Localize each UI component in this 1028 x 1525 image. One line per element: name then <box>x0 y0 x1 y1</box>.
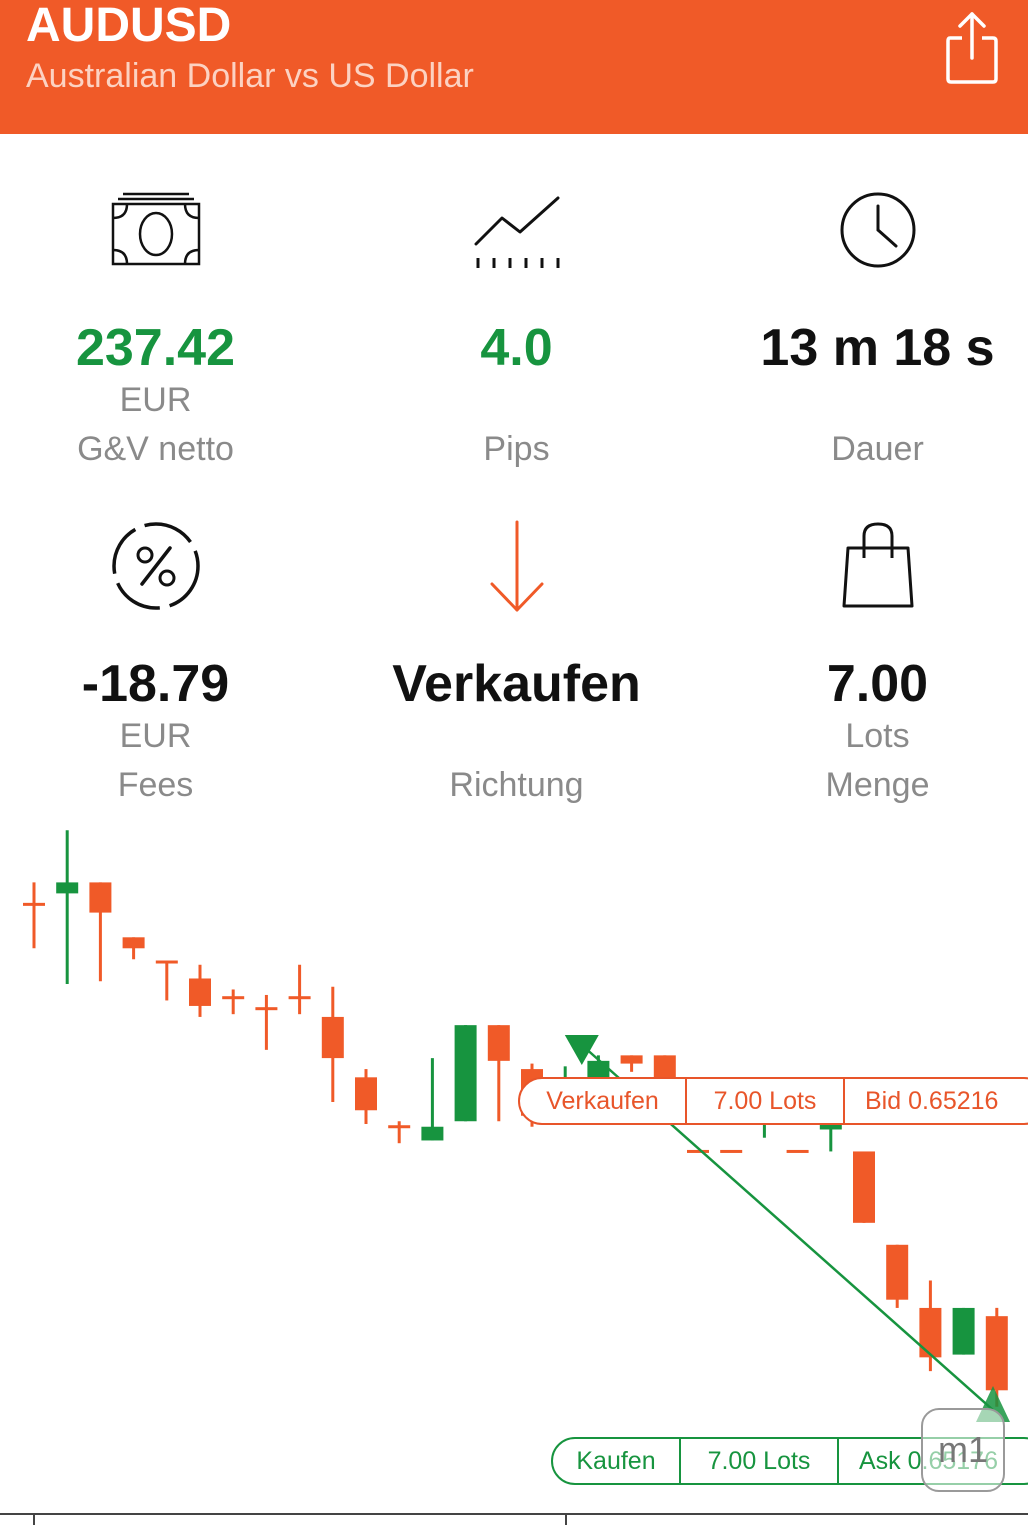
candle-body <box>222 996 245 1000</box>
candle-body <box>122 937 145 949</box>
candle-body <box>720 1149 743 1153</box>
stat-value: Verkaufen <box>392 655 641 713</box>
stat-value: 7.00 <box>826 655 929 713</box>
axis-tick <box>33 1513 35 1525</box>
stat-label: Menge <box>825 766 930 804</box>
candle-body <box>89 882 112 913</box>
stat-value: -18.79 <box>81 655 230 713</box>
candle-body <box>687 1149 709 1153</box>
candle-body <box>421 1126 444 1141</box>
candlestick-chart <box>23 830 1010 1422</box>
sell-order-tag: Verkaufen 7.00 Lots Bid 0.65216 <box>518 1077 1028 1125</box>
candle-body <box>853 1151 875 1223</box>
stat-label: Pips <box>483 430 550 468</box>
line-chart-icon <box>345 192 688 292</box>
instrument-symbol: AUDUSD <box>26 0 232 52</box>
share-icon <box>946 12 998 84</box>
candle-body <box>454 1025 477 1122</box>
candle-body <box>321 1016 344 1059</box>
order-size: 7.00 Lots <box>687 1079 845 1123</box>
app-header: AUDUSD Australian Dollar vs US Dollar <box>0 0 1028 134</box>
candle-body <box>985 1316 1008 1391</box>
candle-body <box>388 1125 411 1129</box>
candle-body <box>56 882 79 894</box>
candle-body <box>620 1055 643 1064</box>
candle-body <box>155 960 178 964</box>
stat-label: Dauer <box>831 430 924 468</box>
stat-label: Fees <box>117 766 194 804</box>
instrument-description: Australian Dollar vs US Dollar <box>26 57 474 95</box>
order-side: Verkaufen <box>520 1079 687 1123</box>
candle-body <box>786 1149 809 1153</box>
stat-unit: EUR <box>119 381 192 419</box>
candle-body <box>487 1025 510 1061</box>
order-size: 7.00 Lots <box>681 1439 839 1483</box>
timeframe-button[interactable]: m1 <box>921 1408 1005 1492</box>
percent-icon <box>0 520 327 620</box>
stat-label: G&V netto <box>77 430 234 468</box>
candle-body <box>952 1307 975 1355</box>
order-price: Bid 0.65216 <box>865 1086 999 1115</box>
candle-body <box>189 978 211 1006</box>
share-button[interactable] <box>936 10 1008 90</box>
banknote-icon <box>0 190 327 290</box>
candle-body <box>23 902 45 906</box>
candle-body <box>255 1007 278 1011</box>
candle-body <box>819 1123 842 1130</box>
clock-icon <box>706 192 1028 292</box>
candle-body <box>355 1077 377 1111</box>
entry-marker <box>564 1035 599 1065</box>
stat-value: 4.0 <box>480 319 553 377</box>
order-side: Kaufen <box>553 1439 681 1483</box>
price-chart[interactable] <box>0 810 1028 1525</box>
candle-body <box>288 996 311 1000</box>
time-axis <box>0 1513 1028 1515</box>
shopping-bag-icon <box>706 522 1028 622</box>
axis-tick <box>565 1513 567 1525</box>
stat-value: 13 m 18 s <box>760 319 995 377</box>
stat-value: 237.42 <box>75 319 236 377</box>
arrow-down-icon <box>345 518 688 618</box>
stat-label: Richtung <box>449 766 584 804</box>
stat-unit: Lots <box>845 717 910 755</box>
candle-body <box>919 1307 942 1358</box>
candle-body <box>886 1244 909 1300</box>
stat-unit: EUR <box>119 717 192 755</box>
